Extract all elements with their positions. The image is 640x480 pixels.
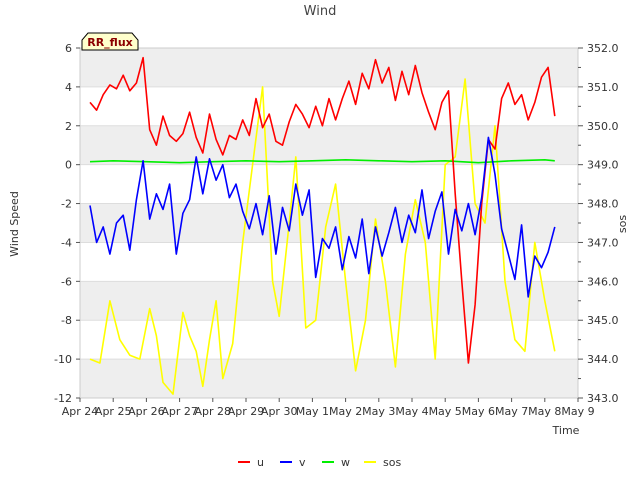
- y-tick-label: -8: [61, 314, 72, 327]
- y2-tick-label: 349.0: [587, 159, 619, 172]
- series-line-u: [89, 56, 556, 364]
- x-tick-label: May 9: [561, 405, 594, 418]
- y-tick-label: -4: [61, 236, 72, 249]
- x-axis-title: Time: [552, 424, 580, 437]
- y-tick-label: 0: [65, 159, 72, 172]
- y2-tick-label: 344.0: [587, 353, 619, 366]
- band: [80, 48, 578, 87]
- y2-tick-label: 352.0: [587, 42, 619, 55]
- x-tick-label: Apr 27: [161, 405, 198, 418]
- x-tick-label: Apr 28: [195, 405, 232, 418]
- x-tick-label: May 4: [395, 405, 428, 418]
- band: [80, 359, 578, 398]
- y2-tick-label: 350.0: [587, 120, 619, 133]
- x-tick-label: Apr 30: [261, 405, 298, 418]
- y-tick-label: 6: [65, 42, 72, 55]
- x-tick-label: Apr 25: [95, 405, 132, 418]
- band: [80, 125, 578, 165]
- x-tick-label: May 8: [528, 405, 561, 418]
- y-axis-title: Wind Speed: [8, 191, 21, 257]
- legend-label-sos: sos: [383, 456, 401, 469]
- y-axis-left-ticks: -12 -10 -8 -6 -4 -2 0 2 4 6: [54, 42, 80, 405]
- y-tick-label: -6: [61, 275, 72, 288]
- x-tick-label: Apr 29: [228, 405, 265, 418]
- legend-label-u: u: [257, 456, 264, 469]
- x-tick-label: May 5: [429, 405, 462, 418]
- y-tick-label: 2: [65, 120, 72, 133]
- y2-tick-label: 351.0: [587, 81, 619, 94]
- legend-label-v: v: [299, 456, 306, 469]
- legend: u v w sos: [238, 456, 401, 469]
- x-tick-label: Apr 24: [62, 405, 99, 418]
- badge-label: RR_flux: [87, 36, 133, 49]
- chart-title: Wind: [304, 4, 337, 19]
- y2-tick-label: 348.0: [587, 198, 619, 211]
- y-tick-label: -2: [61, 198, 72, 211]
- y-tick-label: -10: [54, 353, 72, 366]
- rr-flux-badge: RR_flux: [81, 32, 139, 51]
- y-axis-right-ticks: 343.0 344.0 345.0 346.0 347.0 348.0 349.0 350.0…: [578, 42, 619, 405]
- y-tick-label: 4: [65, 81, 72, 94]
- legend-label-w: w: [341, 456, 350, 469]
- series-line-w: [89, 159, 555, 164]
- x-tick-label: May 2: [329, 405, 362, 418]
- band: [80, 281, 578, 321]
- x-tick-label: May 1: [296, 405, 329, 418]
- y-tick-label: -12: [54, 392, 72, 405]
- x-tick-label: Apr 26: [128, 405, 165, 418]
- badge-box: [81, 32, 139, 51]
- y2-tick-label: 343.0: [587, 392, 619, 405]
- series-layer: [89, 56, 556, 395]
- x-tick-label: May 6: [462, 405, 495, 418]
- y2-tick-label: 345.0: [587, 314, 619, 327]
- series-line-v: [89, 136, 556, 298]
- x-tick-label: May 7: [495, 405, 528, 418]
- y2-tick-label: 347.0: [587, 236, 619, 249]
- x-tick-label: May 3: [362, 405, 395, 418]
- y2-axis-title: sos: [616, 215, 629, 233]
- y2-tick-label: 346.0: [587, 275, 619, 288]
